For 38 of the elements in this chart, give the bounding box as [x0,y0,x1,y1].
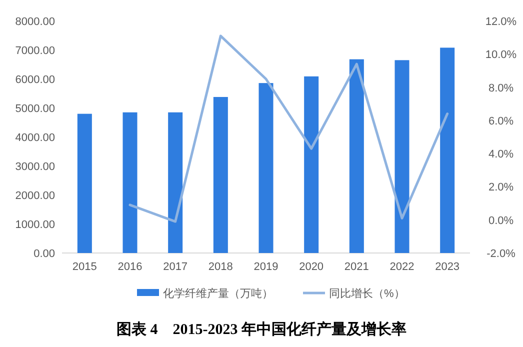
y-tick-label: 5000.00 [15,103,55,115]
x-tick-label: 2020 [299,261,324,273]
legend-label: 化学纤维产量（万吨） [163,287,273,300]
bar [77,114,92,253]
y2-tick-label: 12.0% [485,16,517,28]
bar [213,96,228,253]
y2-tick-label: 8.0% [488,82,514,94]
x-tick-label: 2017 [163,261,188,273]
x-tick-label: 2015 [72,261,97,273]
y-tick-label: 4000.00 [15,132,55,144]
legend-label: 同比增长（%） [329,287,405,300]
bar [394,60,410,253]
y-tick-label: 0.00 [34,248,55,260]
y2-tick-label: 6.0% [488,115,514,128]
x-tick-label: 2018 [208,261,233,273]
bar [168,112,183,253]
y-tick-label: 2000.00 [15,190,55,202]
x-tick-label: 2016 [118,261,142,273]
x-tick-label: 2021 [344,261,369,273]
x-tick-label: 2022 [390,261,414,273]
x-tick-label: 2019 [254,261,278,273]
bar [122,112,138,253]
y-tick-label: 1000.00 [15,219,55,231]
bar [304,76,319,253]
bar [349,59,364,253]
x-tick-label: 2023 [435,261,460,273]
y2-tick-label: -2.0% [486,248,516,260]
y-tick-label: 7000.00 [15,45,55,57]
y-tick-label: 3000.00 [15,161,55,173]
y-tick-label: 8000.00 [15,16,55,28]
y2-tick-label: 2.0% [488,182,514,194]
y2-tick-label: 10.0% [485,49,517,62]
y2-tick-label: 0.0% [488,214,514,227]
bar [258,83,274,253]
y-tick-label: 6000.00 [15,74,55,86]
y2-tick-label: 4.0% [488,148,514,161]
bar [440,48,455,253]
text: 图表 4 2015-2023 年中国化纤产量及增长率 [116,320,406,338]
